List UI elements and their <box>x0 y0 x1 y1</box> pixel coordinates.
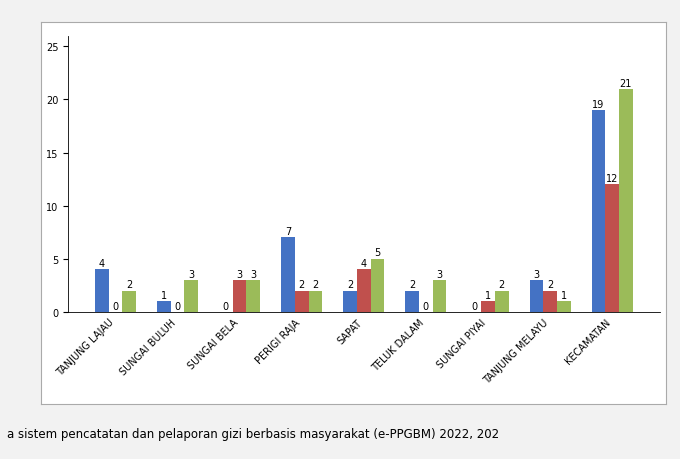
Text: 4: 4 <box>360 258 367 269</box>
Bar <box>357 270 371 312</box>
Bar <box>405 291 419 312</box>
Text: 12: 12 <box>606 174 618 184</box>
Text: 0: 0 <box>112 301 118 311</box>
Bar <box>343 291 357 312</box>
Text: 2: 2 <box>126 280 132 290</box>
Bar <box>184 280 198 312</box>
Bar <box>295 291 309 312</box>
Text: 0: 0 <box>175 301 181 311</box>
Bar <box>157 302 171 312</box>
Text: 2: 2 <box>547 280 554 290</box>
Text: 1: 1 <box>160 290 167 300</box>
Bar <box>95 270 109 312</box>
Bar <box>619 90 632 312</box>
Text: 2: 2 <box>299 280 305 290</box>
Text: 3: 3 <box>237 269 243 279</box>
Text: 2: 2 <box>409 280 415 290</box>
Bar <box>282 238 295 312</box>
Bar <box>592 111 605 312</box>
Bar <box>543 291 557 312</box>
Text: 2: 2 <box>347 280 354 290</box>
Text: 3: 3 <box>188 269 194 279</box>
Bar <box>122 291 136 312</box>
Text: 5: 5 <box>374 248 381 258</box>
Text: 19: 19 <box>592 100 605 110</box>
Bar <box>481 302 495 312</box>
Text: 0: 0 <box>471 301 477 311</box>
Bar <box>246 280 260 312</box>
Bar <box>371 259 384 312</box>
Text: 3: 3 <box>437 269 443 279</box>
Text: 1: 1 <box>561 290 567 300</box>
Text: 2: 2 <box>498 280 505 290</box>
Text: 3: 3 <box>250 269 256 279</box>
Text: 0: 0 <box>423 301 429 311</box>
Text: 21: 21 <box>619 78 632 89</box>
Text: 3: 3 <box>533 269 539 279</box>
Bar <box>309 291 322 312</box>
Text: 4: 4 <box>99 258 105 269</box>
Text: 1: 1 <box>485 290 491 300</box>
Text: a sistem pencatatan dan pelaporan gizi berbasis masyarakat (e-PPGBM) 2022, 202: a sistem pencatatan dan pelaporan gizi b… <box>7 427 499 440</box>
Bar <box>557 302 571 312</box>
Bar <box>530 280 543 312</box>
Text: 7: 7 <box>285 227 291 237</box>
Text: 2: 2 <box>312 280 318 290</box>
Text: 0: 0 <box>223 301 229 311</box>
Bar <box>233 280 246 312</box>
Bar <box>495 291 509 312</box>
Bar <box>605 185 619 312</box>
Bar <box>432 280 446 312</box>
